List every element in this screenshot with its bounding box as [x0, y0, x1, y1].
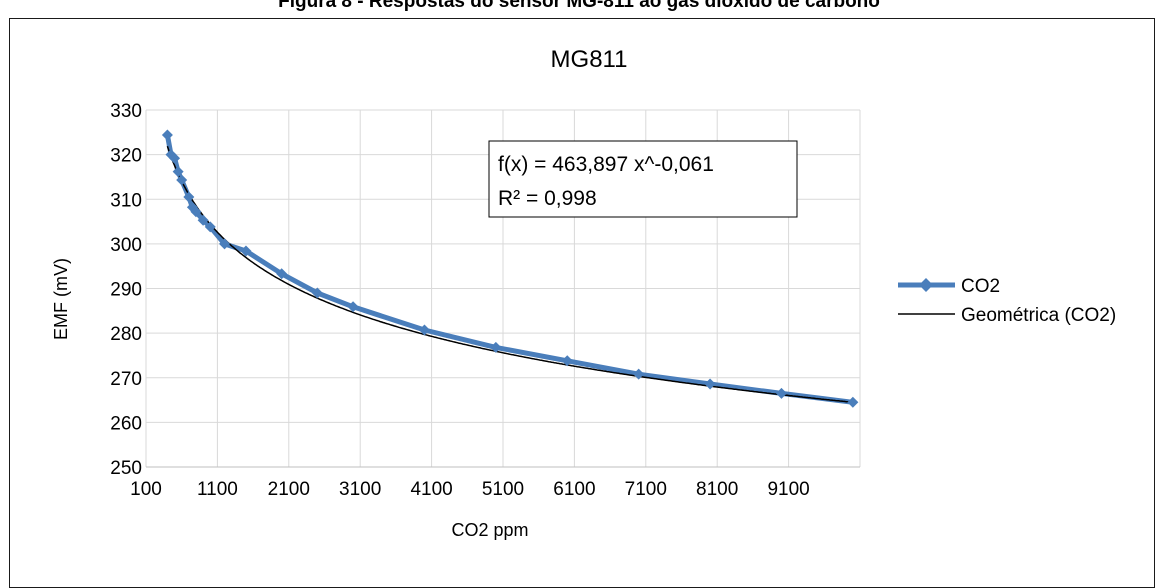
- x-tick-label: 100: [130, 479, 162, 500]
- equation-box: f(x) = 463,897 x^-0,061 R² = 0,998: [488, 140, 798, 218]
- co2-data-point: [775, 387, 787, 399]
- co2-data-point: [176, 174, 188, 186]
- trendline-r2: R² = 0,998: [498, 187, 597, 210]
- co2-series-line: [164, 134, 854, 405]
- x-tick-label: 4100: [410, 479, 452, 500]
- co2-data-point: [847, 396, 859, 408]
- co2-data-point: [704, 378, 716, 390]
- equation-box-frame: [488, 140, 798, 218]
- chart-frame: [9, 18, 1155, 588]
- co2-data-point: [240, 245, 252, 257]
- co2-data-point: [347, 301, 359, 313]
- co2-data-point: [490, 341, 502, 353]
- y-tick-label: 330: [110, 101, 142, 122]
- y-tick-label: 310: [110, 190, 142, 211]
- y-axis-title: EMF (mV): [51, 258, 71, 340]
- trendline-equation: f(x) = 463,897 x^-0,061: [498, 153, 714, 176]
- series-layer: [161, 129, 859, 408]
- y-tick-labels: 250 260 270 280 290 300 310 320 330: [110, 101, 142, 479]
- co2-data-point: [276, 268, 288, 280]
- co2-data-point: [190, 206, 202, 218]
- co2-data-point: [169, 152, 181, 164]
- y-tick-label: 270: [110, 369, 142, 390]
- legend: CO2 Geométrica (CO2): [898, 276, 1116, 326]
- y-tick-label: 300: [110, 235, 142, 256]
- x-tick-label: 6100: [553, 479, 595, 500]
- legend-item-co2: CO2: [898, 276, 1000, 297]
- co2-data-point: [161, 129, 173, 141]
- x-tick-label: 2100: [268, 479, 310, 500]
- y-tick-label: 280: [110, 324, 142, 345]
- legend-label-co2: CO2: [961, 276, 1000, 297]
- y-tick-label: 260: [110, 413, 142, 434]
- co2-data-point: [418, 324, 430, 336]
- co2-data-point: [561, 355, 573, 367]
- co2-data-point: [204, 221, 216, 233]
- x-tick-labels: 100 1100 2100 3100 4100 5100 6100 7100 8100 9100: [130, 479, 810, 500]
- chart-title: MG811: [551, 46, 628, 73]
- co2-data-point: [197, 214, 209, 226]
- trendline-curve: [166, 145, 853, 404]
- legend-item-trendline: Geométrica (CO2): [898, 305, 1116, 326]
- x-tick-label: 1100: [197, 479, 238, 500]
- figure-caption: Figura 8 - Respostas do sensor MG-811 ao…: [278, 0, 880, 12]
- x-tick-label: 5100: [482, 479, 524, 500]
- co2-data-point: [172, 166, 184, 178]
- x-tick-label: 8100: [696, 479, 738, 500]
- x-tick-label: 7100: [625, 479, 667, 500]
- x-tick-label: 9100: [767, 479, 809, 500]
- y-tick-label: 250: [110, 458, 142, 479]
- co2-data-point: [311, 287, 323, 299]
- x-axis-title: CO2 ppm: [451, 520, 528, 540]
- co2-data-point: [183, 191, 195, 203]
- legend-diamond-marker: [919, 278, 933, 292]
- co2-data-point: [633, 368, 645, 380]
- y-tick-label: 320: [110, 146, 142, 167]
- legend-label-trendline: Geométrica (CO2): [961, 305, 1116, 326]
- y-tick-label: 290: [110, 280, 142, 301]
- x-tick-label: 3100: [339, 479, 381, 500]
- co2-data-point: [219, 238, 231, 250]
